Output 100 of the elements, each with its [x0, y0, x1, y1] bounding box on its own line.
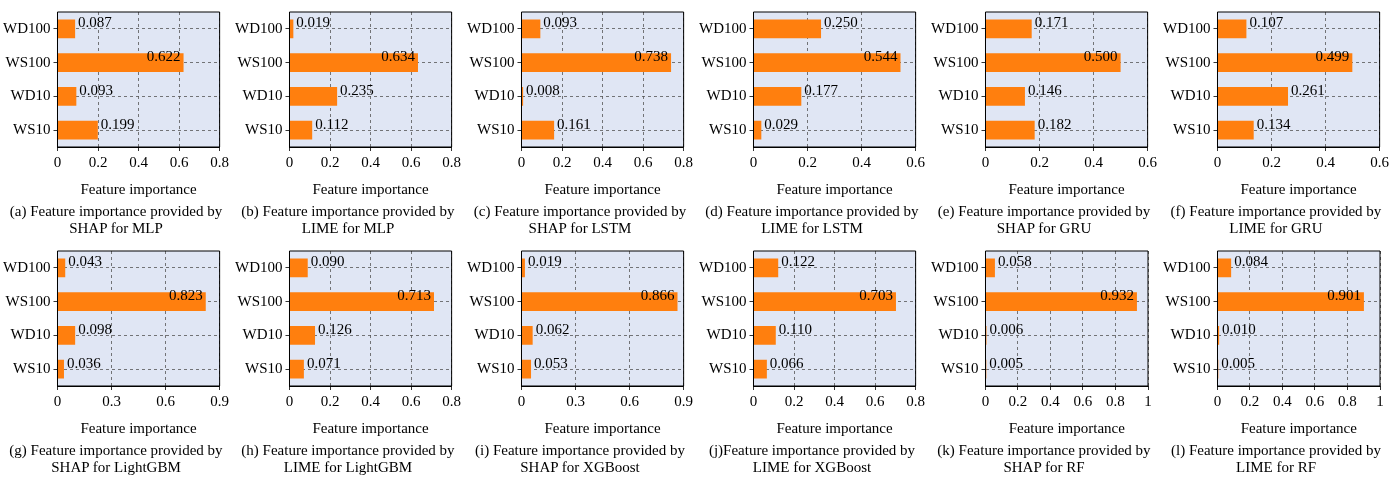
x-tick-label: 0.4: [1316, 153, 1336, 170]
y-tick-label: WD10: [474, 326, 515, 343]
x-axis-title: Feature importance: [312, 180, 429, 197]
y-tick-label: WD10: [1170, 326, 1211, 343]
data-label: 0.126: [318, 320, 353, 337]
text: (c) Feature importance provided by SHAP for LSTM: [472, 203, 688, 237]
y-tick-label: WD10: [938, 326, 979, 343]
x-axis-title: Feature importance: [312, 419, 429, 436]
bar: [289, 258, 308, 278]
x-tick-label: 0.4: [1041, 392, 1061, 409]
x-tick-label: 0.6: [401, 392, 421, 409]
x-tick-label: 1: [1376, 392, 1384, 409]
data-label: 0.058: [997, 253, 1032, 270]
y-tick-label: WD100: [234, 258, 283, 275]
data-label: 0.713: [397, 287, 431, 304]
data-label: 0.093: [79, 81, 114, 98]
x-tick-label: 0.2: [88, 153, 108, 170]
data-label: 0.043: [68, 253, 102, 270]
text: (e) Feature importance provided by SHAP for GRU: [936, 203, 1152, 237]
data-label: 0.499: [1315, 48, 1350, 65]
text: (g) Feature importance provided by SHAP for LightGBM: [8, 442, 224, 476]
bar: [521, 120, 555, 140]
text: (a) Feature importance provided by SHAP for MLP: [8, 203, 224, 237]
x-tick-label: 0.4: [593, 153, 613, 170]
data-label: 0.071: [306, 354, 341, 371]
bar: [985, 53, 1121, 72]
y-tick-label: WS10: [12, 121, 51, 138]
x-tick-label: 0.4: [825, 392, 845, 409]
data-label: 0.171: [1034, 14, 1069, 31]
y-tick-label: WS10: [708, 360, 747, 377]
bar: [289, 53, 418, 72]
y-tick-label: WD10: [706, 326, 747, 343]
data-label: 0.932: [1100, 287, 1134, 304]
bar: [57, 359, 64, 379]
x-tick-label: 0: [1213, 153, 1222, 170]
bar: [289, 359, 304, 379]
text: (h) Feature importance provided by LIME for LightGBM: [240, 442, 456, 476]
data-label: 0.093: [543, 14, 578, 31]
x-tick-label: 0.6: [401, 153, 421, 170]
x-tick-label: 0.2: [320, 392, 340, 409]
x-tick-label: 0.3: [102, 392, 121, 409]
y-tick-label: WS100: [933, 292, 979, 309]
x-axis-title: Feature importance: [1008, 180, 1125, 197]
text: (i) Feature importance provided by SHAP for XGBoost: [474, 442, 686, 476]
y-tick-label: WS100: [701, 292, 747, 309]
data-label: 0.177: [804, 81, 839, 98]
bar: [985, 120, 1035, 140]
bar: [1217, 19, 1247, 39]
y-tick-label: WS10: [1172, 360, 1211, 377]
data-label: 0.053: [534, 354, 568, 371]
x-tick-label: 0.8: [442, 392, 461, 409]
x-axis-title: Feature importance: [776, 180, 893, 197]
bar: [521, 326, 533, 345]
y-tick-label: WS10: [12, 360, 51, 377]
data-label: 0.823: [169, 287, 203, 304]
x-axis-title: Feature importance: [80, 180, 197, 197]
x-tick-label: 0.6: [620, 392, 640, 409]
data-label: 0.544: [863, 48, 898, 65]
x-tick-label: 0.2: [552, 153, 572, 170]
data-label: 0.199: [100, 115, 135, 132]
y-tick-label: WD100: [2, 19, 51, 36]
y-tick-label: WS100: [237, 53, 283, 70]
data-label: 0.029: [764, 115, 799, 132]
data-label: 0.134: [1256, 115, 1291, 132]
x-tick-label: 0.6: [633, 153, 653, 170]
data-label: 0.261: [1291, 81, 1325, 98]
x-tick-label: 0.4: [1273, 392, 1293, 409]
data-label: 0.122: [781, 253, 815, 270]
x-axis-title: Feature importance: [1240, 419, 1358, 436]
x-tick-label: 0.6: [1305, 392, 1325, 409]
x-tick-label: 0: [981, 392, 990, 409]
bar: [521, 292, 678, 311]
data-label: 0.010: [1222, 320, 1256, 337]
data-label: 0.062: [535, 320, 570, 337]
y-tick-label: WD10: [1170, 87, 1211, 104]
x-tick-label: 0.2: [1030, 153, 1049, 170]
x-tick-label: 0.2: [784, 392, 804, 409]
data-label: 0.500: [1083, 48, 1118, 65]
x-tick-label: 0.4: [129, 153, 149, 170]
x-tick-label: 0.6: [1138, 153, 1158, 170]
x-tick-label: 0: [53, 153, 62, 170]
x-axis-title: Feature importance: [544, 180, 661, 197]
y-tick-label: WD10: [10, 87, 51, 104]
data-label: 0.161: [557, 115, 591, 132]
x-tick-label: 0.6: [156, 392, 176, 409]
data-label: 0.019: [296, 14, 331, 31]
x-tick-label: 0.2: [1240, 392, 1260, 409]
bar: [57, 19, 76, 39]
y-tick-label: WS100: [5, 53, 51, 70]
data-label: 0.182: [1037, 115, 1072, 132]
x-axis-title: Feature importance: [544, 419, 661, 436]
data-label: 0.901: [1327, 287, 1361, 304]
x-tick-label: 0: [285, 392, 294, 409]
x-tick-label: 0.6: [906, 153, 926, 170]
data-label: 0.738: [634, 48, 669, 65]
bar: [985, 19, 1032, 39]
bar: [753, 19, 822, 39]
x-tick-label: 0.8: [674, 153, 693, 170]
data-label: 0.084: [1234, 253, 1269, 270]
y-tick-label: WS10: [1172, 121, 1211, 138]
